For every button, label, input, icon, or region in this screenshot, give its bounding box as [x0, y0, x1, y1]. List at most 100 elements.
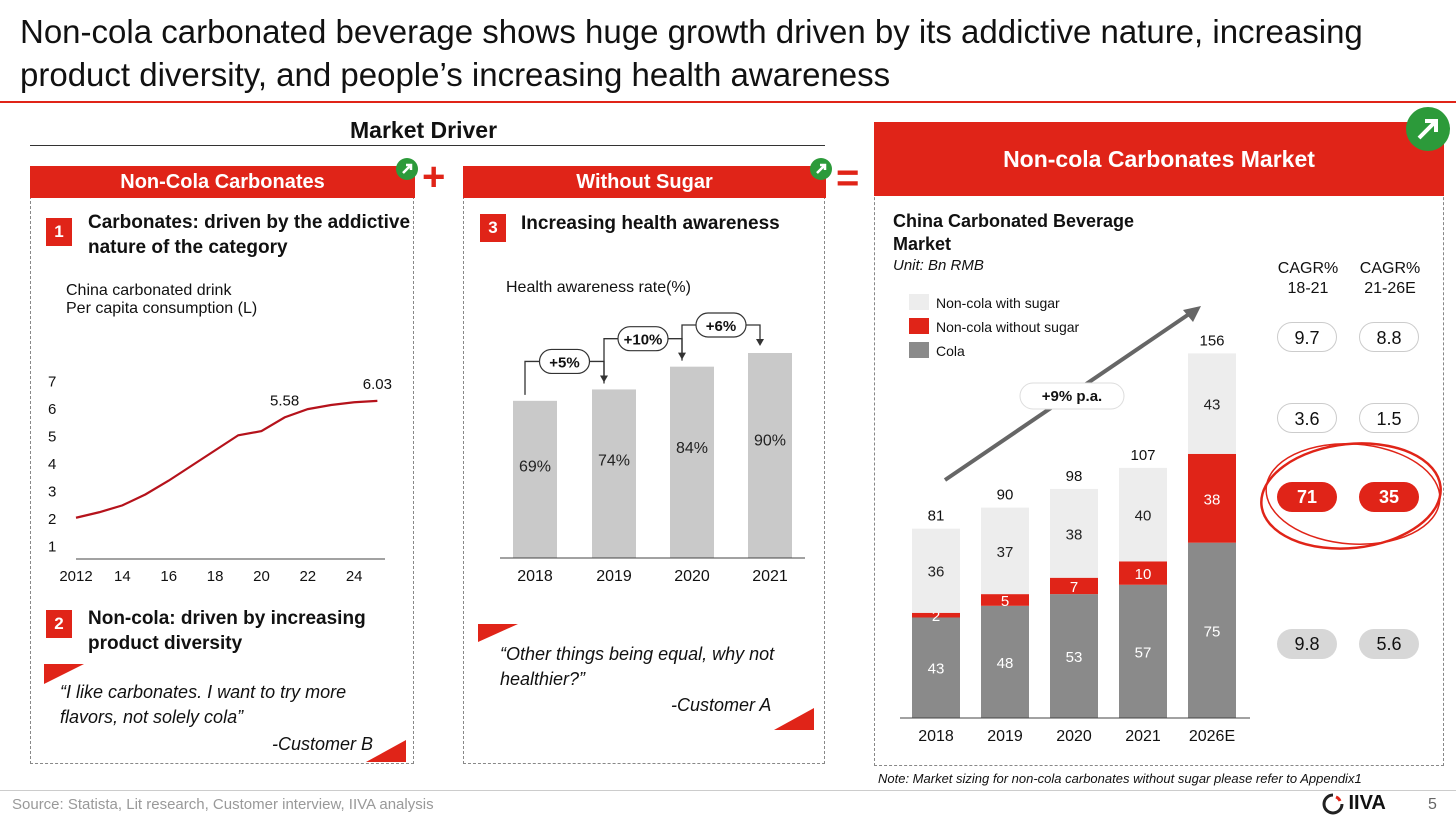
cagr-total-21-26e: 8.8 [1359, 322, 1419, 352]
cagr-total-18-21: 9.7 [1277, 322, 1337, 352]
cagr-without-sugar-21-26e: 35 [1359, 482, 1419, 512]
cola-bar-segment [1188, 542, 1236, 718]
cagr-with-sugar-18-21: 3.6 [1277, 403, 1337, 433]
legend-label-with-sugar: Non-cola with sugar [936, 295, 1060, 311]
growth-badge [538, 348, 591, 375]
without-sugar-bar-segment [912, 612, 960, 618]
health-bar [592, 389, 636, 558]
bar-value-label: 84% [676, 440, 708, 457]
bar-value-label: 74% [598, 452, 630, 469]
growth-trend-arrowhead [1183, 306, 1201, 322]
cagr-with-sugar-21-26e: 1.5 [1359, 403, 1419, 433]
legend-swatch-cola [909, 342, 929, 358]
growth-rate-label: +9% p.a. [1042, 388, 1102, 405]
item-3-text: Increasing health awareness [521, 213, 780, 234]
x-tick-label: 2020 [674, 568, 710, 585]
with-sugar-bar-segment [1050, 488, 1098, 578]
without-sugar-bar-segment [1119, 561, 1167, 585]
x-tick-label: 2026E [1189, 728, 1235, 745]
with-sugar-value-label: 36 [928, 564, 945, 581]
consumption-line [75, 399, 378, 519]
line-chart-label-1: China carbonated drink [66, 282, 232, 299]
y-tick-label: 5 [48, 428, 56, 445]
cola-bar-segment [1119, 584, 1167, 718]
line-chart-label-2: Per capita consumption (L) [66, 300, 258, 317]
x-tick-label: 22 [299, 568, 316, 585]
cola-value-label: 43 [928, 661, 945, 678]
x-tick-label: 16 [160, 568, 177, 585]
total-label: 156 [1199, 332, 1224, 349]
cagr-header-18-21-line2: 18-21 [1287, 280, 1329, 297]
growth-arrow-icon [396, 158, 418, 180]
health-awareness-bar-chart: 69% 2018 74% 2019 84% 2020 90% 2021 +5% +10% +6% [500, 312, 805, 585]
quote-close-mark [366, 740, 406, 762]
page-title: Non-cola carbonated beverage shows huge … [20, 13, 1363, 93]
highlight-circle [1260, 442, 1442, 550]
cagr-header-18-21: CAGR% 18-21 [1268, 259, 1348, 299]
total-label: 90 [997, 487, 1014, 504]
cagr-header-18-21-line1: CAGR% [1277, 260, 1339, 277]
footnote: Note: Market sizing for non-cola carbona… [878, 771, 1362, 786]
non-cola-banner: Non-Cola Carbonates [30, 166, 415, 198]
market-driver-divider [30, 145, 825, 146]
item-1-text: Carbonates: driven by the addictive natu… [88, 212, 411, 258]
cagr-header-21-26e-line2: 21-26E [1364, 280, 1416, 297]
without-sugar-value-label: 38 [1204, 491, 1221, 508]
x-tick-label: 20 [253, 568, 270, 585]
quote-close-mark [774, 708, 814, 730]
without-sugar-bar-segment [981, 594, 1029, 606]
data-label: 6.03 [363, 376, 392, 393]
x-tick-label: 24 [346, 568, 363, 585]
with-sugar-value-label: 37 [997, 544, 1014, 561]
cagr-header-21-26e-line1: CAGR% [1359, 260, 1421, 277]
equals-sign: = [836, 156, 860, 200]
page-number: 5 [1428, 796, 1437, 813]
x-tick-label: 14 [114, 568, 131, 585]
y-tick-label: 4 [48, 456, 56, 473]
item-1-badge: 1 [46, 218, 72, 246]
without-sugar-banner: Without Sugar [463, 166, 826, 198]
plus-sign: + [422, 155, 446, 199]
total-label: 107 [1130, 447, 1155, 464]
x-tick-label: 2019 [596, 568, 632, 585]
bar-value-label: 69% [519, 459, 551, 476]
growth-arrow-icon [810, 158, 832, 180]
consumption-line-chart: 1 2 3 4 5 6 7 2012 14 16 18 20 22 24 5.58 6.03 [48, 373, 392, 585]
cola-bar-segment [912, 617, 960, 718]
cagr-without-sugar-18-21: 71 [1277, 482, 1337, 512]
growth-label: +10% [624, 332, 663, 349]
quote-open-mark [44, 664, 84, 684]
legend-swatch-without-sugar [909, 318, 929, 334]
total-label: 81 [928, 508, 945, 525]
y-tick-label: 1 [48, 538, 56, 555]
health-bar [513, 400, 557, 558]
logo-text: IIVA [1348, 792, 1386, 814]
market-chart-title-2: Market [893, 234, 952, 254]
cola-value-label: 57 [1135, 644, 1152, 661]
growth-badge [617, 326, 669, 352]
connector-arrowhead [756, 339, 764, 346]
y-tick-label: 3 [48, 483, 56, 500]
quote-open-mark [478, 624, 518, 642]
cagr-cola-21-26e: 5.6 [1359, 629, 1419, 659]
growth-label: +5% [549, 354, 579, 371]
bar-value-label: 90% [754, 432, 786, 449]
cola-value-label: 48 [997, 655, 1014, 672]
x-tick-label: 2018 [918, 728, 954, 745]
legend-swatch-with-sugar [909, 294, 929, 310]
cola-bar-segment [981, 605, 1029, 718]
customer-a-quote: “Other things being equal, why not healt… [500, 644, 775, 689]
x-tick-label: 2020 [1056, 728, 1092, 745]
customer-b-quote: “I like carbonates. I want to try more f… [60, 682, 347, 727]
growth-rate-badge [1019, 382, 1125, 410]
without-sugar-value-label: 10 [1135, 566, 1152, 583]
iiva-logo: IIVA [1322, 792, 1386, 816]
y-tick-label: 6 [48, 401, 56, 418]
legend-label-cola: Cola [936, 343, 965, 359]
market-chart-title-1: China Carbonated Beverage [893, 211, 1135, 231]
without-sugar-bar-segment [1050, 577, 1098, 595]
health-bar [670, 366, 714, 558]
legend-label-without-sugar: Non-cola without sugar [936, 319, 1080, 335]
cagr-cola-18-21: 9.8 [1277, 629, 1337, 659]
without-sugar-value-label: 7 [1070, 579, 1078, 596]
